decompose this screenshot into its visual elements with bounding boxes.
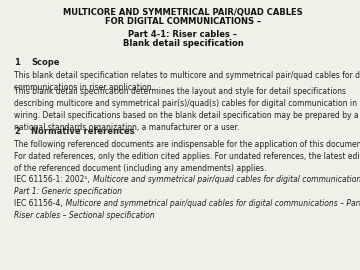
- Text: Normative references: Normative references: [31, 127, 135, 136]
- Text: 1: 1: [14, 58, 20, 67]
- Text: IEC 61156-4, Multicore and symmetrical pair/quad cables for digital communicatio: IEC 61156-4, Multicore and symmetrical p…: [14, 199, 360, 220]
- Text: MULTICORE AND SYMMETRICAL PAIR/QUAD CABLES: MULTICORE AND SYMMETRICAL PAIR/QUAD CABL…: [63, 8, 303, 17]
- Text: The following referenced documents are indispensable for the application of this: The following referenced documents are i…: [14, 140, 360, 173]
- Text: Blank detail specification: Blank detail specification: [123, 39, 243, 48]
- Text: FOR DIGITAL COMMUNICATIONS –: FOR DIGITAL COMMUNICATIONS –: [105, 17, 261, 26]
- Text: IEC 61156-1: 2002¹, Multicore and symmetrical pair/quad cables for digital commu: IEC 61156-1: 2002¹, Multicore and symmet…: [14, 175, 360, 196]
- Text: This blank detail specification relates to multicore and symmetrical pair/quad c: This blank detail specification relates …: [14, 71, 360, 92]
- Text: IEC 61156-1: 2002¹,: IEC 61156-1: 2002¹,: [14, 175, 92, 184]
- Text: 2: 2: [14, 127, 20, 136]
- Text: Scope: Scope: [31, 58, 59, 67]
- Text: Part 4-1: Riser cables –: Part 4-1: Riser cables –: [129, 30, 238, 39]
- Text: This blank detail specification determines the layout and style for detail speci: This blank detail specification determin…: [14, 87, 360, 133]
- Text: IEC 61156-4,: IEC 61156-4,: [14, 199, 65, 208]
